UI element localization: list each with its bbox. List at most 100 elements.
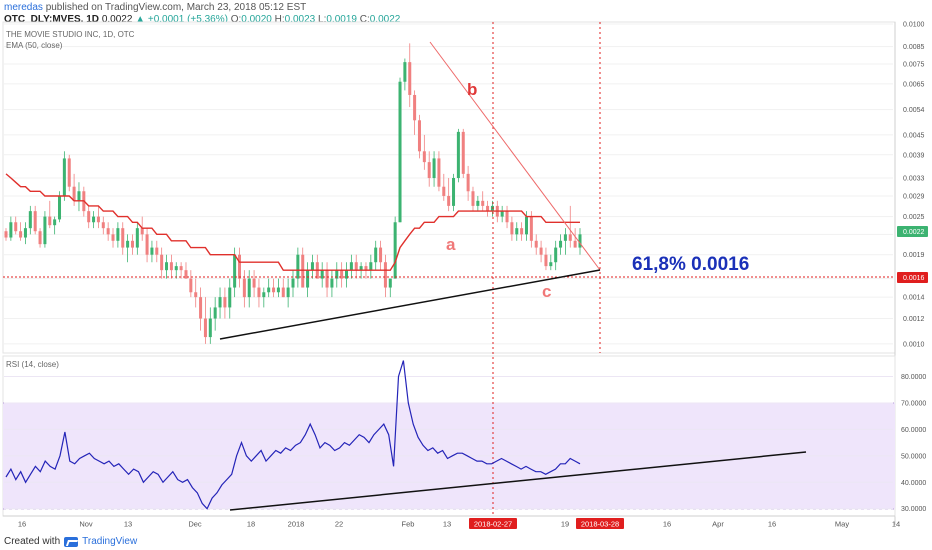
time-tick-label: 14 — [892, 520, 900, 529]
publish-info: meredas published on TradingView.com, Ma… — [4, 2, 306, 13]
last-price-tag: 0.0022 — [897, 226, 928, 237]
support-trendline[interactable] — [219, 269, 601, 340]
candles — [4, 43, 582, 344]
time-axis[interactable]: 16 Nov 13 Dec 18 2018 22 Feb 13 2018-02-27 19 2018-… — [18, 518, 900, 529]
candle-body — [33, 211, 37, 232]
candle-body — [199, 297, 203, 319]
candle-body — [568, 234, 572, 241]
time-tick-label: 2018-02-27 — [474, 520, 512, 529]
candle-body — [325, 270, 329, 288]
candle-body — [208, 318, 212, 338]
candle-body — [461, 131, 465, 174]
candle-body — [515, 228, 519, 235]
author-link[interactable]: meredas — [4, 2, 43, 13]
rsi-tick-label: 40.0000 — [901, 480, 926, 487]
candle-body — [28, 211, 32, 229]
wave-label-c: c — [542, 282, 551, 301]
fib-annotation: 61,8% 0.0016 — [632, 254, 749, 275]
candle-body — [398, 81, 402, 223]
candle-body — [330, 278, 334, 288]
candle-body — [14, 222, 18, 232]
candle-body — [335, 270, 339, 279]
tradingview-logo-icon — [64, 536, 79, 547]
candle-body — [359, 266, 363, 271]
time-tick-label: 2018-03-28 — [581, 520, 619, 529]
last-price: 0.0022 — [101, 14, 133, 25]
candle-body — [364, 266, 368, 271]
price-tick-label: 0.0029 — [903, 193, 925, 200]
price-tick-label: 0.0100 — [903, 22, 925, 29]
candle-body — [549, 262, 553, 267]
ema-legend: EMA (50, close) — [6, 41, 63, 50]
time-tick-label: 18 — [247, 520, 255, 529]
time-tick-label: 16 — [18, 520, 26, 529]
rsi-tick-label: 30.0000 — [901, 506, 926, 513]
candle-body — [281, 287, 285, 298]
candle-body — [174, 266, 178, 271]
candle-body — [379, 247, 383, 263]
time-tick-label: May — [835, 520, 849, 529]
price-change: ▲ +0.0001 (+5.36%) — [135, 14, 228, 25]
candle-body — [87, 211, 91, 223]
candle-body — [155, 247, 159, 255]
candle-body — [422, 151, 426, 163]
candle-body — [388, 278, 392, 288]
candle-body — [306, 270, 310, 288]
price-tick-label: 0.0010 — [903, 341, 925, 348]
price-tick-label: 0.0054 — [903, 107, 925, 114]
high-label: H: — [274, 14, 285, 25]
candle-body — [481, 200, 485, 206]
candle-body — [310, 262, 314, 271]
candle-body — [490, 205, 494, 212]
footer: Created with TradingView — [4, 536, 137, 547]
time-tick-label: 13 — [124, 520, 132, 529]
candle-body — [92, 216, 96, 223]
symbol-bar: OTC_DLY:MVES, 1D 0.0022 ▲ +0.0001 (+5.36… — [4, 14, 400, 25]
price-tick-label: 0.0085 — [903, 44, 925, 51]
level-price-tag-text: 0.0016 — [903, 275, 925, 282]
publish-text: published on TradingView.com, March 23, … — [45, 2, 307, 13]
candle-body — [48, 216, 52, 226]
candle-body — [383, 262, 387, 288]
resistance-trendline[interactable] — [429, 41, 601, 271]
candle-body — [262, 292, 266, 298]
high-value: 0.0023 — [284, 14, 316, 25]
candle-body — [471, 191, 475, 206]
candle-body — [417, 120, 421, 152]
candle-body — [505, 211, 509, 223]
candle-body — [563, 234, 567, 241]
candle-body — [189, 278, 193, 293]
candle-body — [291, 278, 295, 288]
candle-body — [267, 287, 271, 293]
candle-body — [96, 216, 100, 223]
open-value: 0.0020 — [241, 14, 272, 25]
candle-body — [169, 262, 173, 271]
candle-body — [130, 240, 134, 248]
level-price-tag: 0.0016 — [897, 272, 928, 283]
candle-body — [179, 266, 183, 271]
close-value: 0.0022 — [369, 14, 401, 25]
candle-body — [9, 222, 13, 238]
rsi-line — [5, 360, 581, 510]
candle-body — [486, 205, 490, 212]
candle-body — [252, 278, 256, 288]
rsi-trendline[interactable] — [229, 451, 807, 511]
candle-body — [150, 247, 154, 255]
time-highlight-tag — [469, 518, 517, 529]
candle-body — [340, 270, 344, 279]
candle-body — [432, 158, 436, 179]
tradingview-brand[interactable]: TradingView — [82, 536, 138, 547]
price-axis[interactable]: 0.0100 0.0085 0.0075 0.0065 0.0054 0.0045 0.00… — [903, 22, 925, 349]
price-tick-label: 0.0075 — [903, 61, 925, 68]
candle-body — [510, 222, 514, 235]
candle-body — [408, 62, 412, 95]
candle-body — [165, 262, 169, 271]
candle-body — [213, 307, 217, 319]
wave-label-b: b — [467, 80, 477, 99]
candle-body — [466, 173, 470, 192]
candle-body — [19, 231, 23, 238]
rsi-axis[interactable]: 80.0000 70.0000 60.0000 50.0000 40.0000 30.00… — [901, 374, 926, 513]
rsi-legend: RSI (14, close) — [6, 360, 59, 369]
candle-body — [23, 228, 27, 238]
